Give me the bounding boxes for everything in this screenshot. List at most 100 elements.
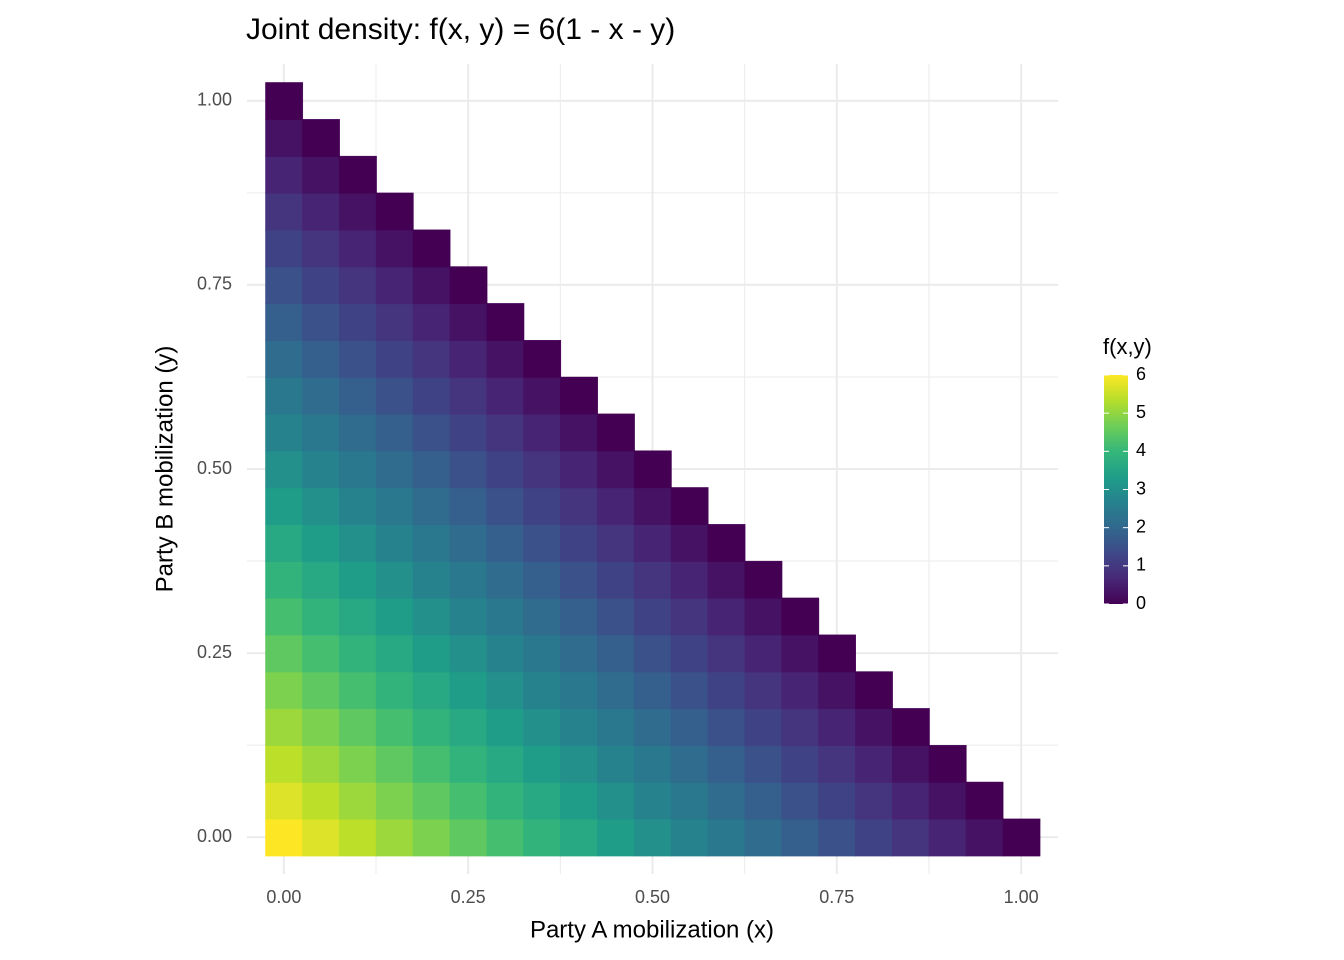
heat-cell [744,708,783,746]
heat-cell [486,560,525,599]
x-axis-label: Party A mobilization (x) [530,916,774,943]
heat-cell [523,450,562,489]
colorbar-label: 5 [1136,402,1146,422]
heat-cell [486,413,525,452]
heat-cell [781,744,820,783]
heat-cell [597,708,635,746]
heat-cell [412,266,451,305]
heat-cell [560,781,598,820]
heat-cell [855,744,893,783]
heat-cell [486,708,525,746]
heat-cell [523,744,562,783]
heat-cell [781,781,820,820]
heat-cell [523,781,562,820]
colorbar-label: 1 [1136,555,1146,575]
heat-cell [670,744,709,783]
heat-cell [486,818,525,857]
heat-cell [523,671,562,710]
heat-cell [781,597,820,636]
heat-cell [781,708,820,746]
heat-cell [302,818,340,857]
colorbar-label: 0 [1136,593,1146,613]
heat-cell [339,744,377,783]
heat-cell [265,671,304,710]
heat-cell [265,229,304,268]
heat-cell [486,597,525,636]
heat-cell [339,597,377,636]
heat-cell [302,597,340,636]
heat-cell [744,744,783,783]
heat-cell [302,339,340,378]
heat-cell [560,487,598,525]
heat-cell [486,634,525,673]
heat-cell [707,818,746,857]
heat-cell [744,781,783,820]
heat-cell [375,524,414,562]
heat-cell [412,376,451,415]
heat-cell [633,744,672,783]
heat-cell [707,597,746,636]
heat-cell [633,450,672,489]
heat-cell [928,818,967,857]
heat-cell [375,634,414,673]
heat-cell [523,339,562,378]
heat-cell [302,524,340,562]
heat-cell [375,413,414,452]
heat-cell [486,744,525,783]
heat-cell [375,229,414,268]
heat-cell [339,708,377,746]
heat-cell [744,597,783,636]
heat-cell [1002,818,1041,857]
heat-cell [597,524,635,562]
heat-cell [265,597,304,636]
heat-cell [670,597,709,636]
heat-cell [449,671,488,710]
heat-cell [412,781,451,820]
heat-cell [339,229,377,268]
heat-cell [375,266,414,305]
heat-cell [744,634,783,673]
heat-cell [265,450,304,489]
heat-cell [265,781,304,820]
heat-cell [265,82,304,120]
y-tick-label: 0.00 [197,826,232,846]
heat-cell [339,818,377,857]
heat-cell [412,818,451,857]
heat-cell [523,708,562,746]
heat-cell [707,524,746,562]
heat-cell [412,524,451,562]
heat-cell [560,744,598,783]
heat-cell [302,634,340,673]
heat-cell [449,560,488,599]
colorbar-label: 4 [1136,440,1146,460]
colorbar-label: 6 [1136,364,1146,384]
colorbar-label: 3 [1136,478,1146,498]
heat-cell [302,744,340,783]
heat-cell [412,229,451,268]
heat-cell [560,597,598,636]
heat-cell [597,634,635,673]
heat-cell [375,192,414,231]
heat-cell [339,303,377,341]
heat-cell [597,450,635,489]
heat-cell [375,560,414,599]
heat-cell [597,487,635,525]
heat-cell [965,781,1004,820]
heat-cell [560,376,598,415]
heat-cell [339,781,377,820]
heat-cell [486,487,525,525]
heat-cell [265,155,304,194]
heat-cell [375,487,414,525]
heat-cell [670,487,709,525]
heat-cell [375,671,414,710]
y-tick-label: 0.50 [197,458,232,478]
heat-cell [523,376,562,415]
heat-cell [633,487,672,525]
heat-cell [375,303,414,341]
heat-cell [891,818,930,857]
heat-cell [302,192,340,231]
heat-cell [412,744,451,783]
heat-cell [781,634,820,673]
